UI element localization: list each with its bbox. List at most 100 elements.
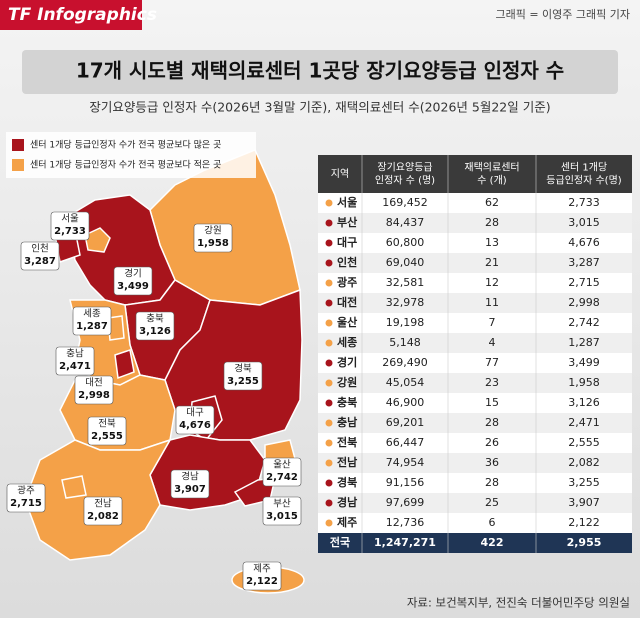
total-cell: 2,955 <box>567 536 602 549</box>
cell: 12,736 <box>386 516 425 529</box>
row-dot <box>325 199 333 207</box>
row-dot <box>325 499 333 507</box>
cell: 3,907 <box>568 496 600 509</box>
cell: 충북 <box>337 395 357 409</box>
cell: 28 <box>485 476 499 489</box>
cell: 3,126 <box>568 396 600 409</box>
label-box <box>262 457 302 487</box>
cell: 11 <box>485 296 499 309</box>
cell: 66,447 <box>386 436 425 449</box>
region-value: 1,287 <box>76 321 108 332</box>
cell: 46,900 <box>386 396 425 409</box>
cell: 97,699 <box>386 496 425 509</box>
region-value: 2,555 <box>91 431 123 442</box>
region-name: 강원 <box>204 226 221 237</box>
row-bg <box>318 353 632 373</box>
region <box>84 227 111 253</box>
row-dot <box>325 399 333 407</box>
row-dot <box>325 279 333 287</box>
cell: 77 <box>485 356 499 369</box>
label-box <box>20 241 60 271</box>
row-dot <box>325 219 333 227</box>
cell: 7 <box>489 316 496 329</box>
header-cell: 지역 <box>331 168 349 180</box>
row-bg <box>318 453 632 473</box>
cell: 대전 <box>337 295 357 309</box>
cell: 전남 <box>337 455 357 469</box>
region-value: 2,998 <box>78 390 110 401</box>
row-bg <box>318 273 632 293</box>
legend-label: 센터 1개당 등급인정자 수가 전국 평균보다 적은 곳 <box>30 159 221 171</box>
region-value: 2,471 <box>59 361 91 372</box>
cell: 5,148 <box>389 336 421 349</box>
region-name: 세종 <box>83 309 101 320</box>
cell: 69,201 <box>386 416 425 429</box>
header-bg <box>318 155 632 193</box>
region-value: 3,287 <box>24 256 56 267</box>
label-box <box>6 483 46 513</box>
row-bg <box>318 233 632 253</box>
region-value: 3,015 <box>266 511 298 522</box>
cell: 169,452 <box>382 196 428 209</box>
cell: 62 <box>485 196 499 209</box>
label-box <box>193 223 233 253</box>
label-box <box>223 361 263 391</box>
row-bg <box>318 393 632 413</box>
legend-swatch <box>12 159 24 171</box>
cell: 3,015 <box>568 216 600 229</box>
region-name: 광주 <box>17 485 35 497</box>
cell: 2,082 <box>568 456 600 469</box>
region <box>61 475 87 499</box>
region-name: 제주 <box>253 564 271 575</box>
header-cell: 센터 1개당 <box>561 162 607 174</box>
region-name: 전북 <box>98 419 116 430</box>
region-name: 경북 <box>234 363 252 375</box>
cell: 제주 <box>337 515 357 529</box>
header-cell: 장기요양등급 <box>377 162 432 174</box>
label-box <box>55 346 95 376</box>
legend: 센터 1개당 등급인정자 수가 전국 평균보다 많은 곳센터 1개당 등급인정자… <box>6 132 256 178</box>
row-dot <box>325 419 333 427</box>
cell: 1,287 <box>568 336 600 349</box>
region-value: 1,958 <box>197 238 229 249</box>
total-cell: 1,247,271 <box>374 536 436 549</box>
total-cell: 422 <box>481 536 504 549</box>
cell: 6 <box>489 516 496 529</box>
region-value: 3,499 <box>117 281 149 292</box>
row-bg <box>318 293 632 313</box>
cell: 2,733 <box>568 196 600 209</box>
cell: 광주 <box>337 276 357 289</box>
cell: 32,581 <box>386 276 425 289</box>
cell: 84,437 <box>386 216 425 229</box>
region-value: 2,122 <box>246 576 278 587</box>
cell: 전북 <box>337 435 357 449</box>
cell: 울산 <box>337 315 357 329</box>
cell: 3,287 <box>568 256 600 269</box>
region-name: 대전 <box>85 378 102 389</box>
legend-label: 센터 1개당 등급인정자 수가 전국 평균보다 많은 곳 <box>30 140 221 151</box>
total-cell: 전국 <box>330 535 350 549</box>
map-labels: 서울2,733 인천3,287 강원1,958 경기3,499 세종1,287 … <box>6 211 302 591</box>
cell: 60,800 <box>386 236 425 249</box>
header-cell: 등급인정자 수(명) <box>546 175 621 187</box>
region-name: 경기 <box>124 268 141 280</box>
region-name: 충남 <box>66 349 84 360</box>
label-box <box>262 496 302 526</box>
row-dot <box>325 519 333 527</box>
cell: 2,122 <box>568 516 600 529</box>
cell: 25 <box>485 496 499 509</box>
row-bg <box>318 473 632 493</box>
row-dot <box>325 479 333 487</box>
row-dot <box>325 439 333 447</box>
row-bg <box>318 313 632 333</box>
region-name: 전남 <box>94 499 112 510</box>
cell: 23 <box>485 376 499 389</box>
row-bg <box>318 253 632 273</box>
row-bg <box>318 213 632 233</box>
cell: 1,958 <box>568 376 600 389</box>
cell: 강원 <box>337 375 357 389</box>
cell: 269,490 <box>382 356 428 369</box>
row-dot <box>325 259 333 267</box>
cell: 인천 <box>337 255 357 269</box>
row-dot <box>325 339 333 347</box>
